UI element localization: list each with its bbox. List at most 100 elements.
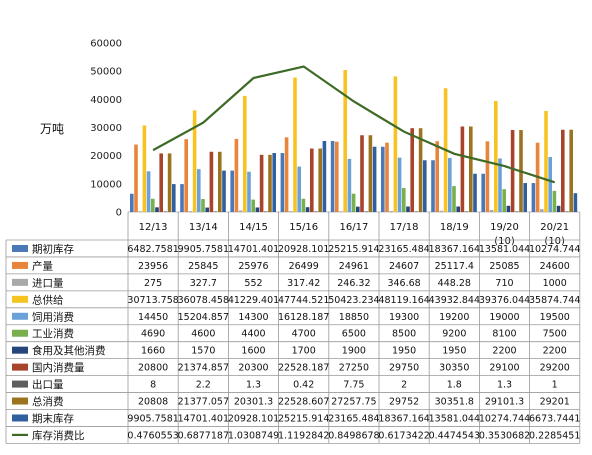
y-tick-label: 0: [116, 208, 122, 219]
table-cell: 0.8498678: [328, 430, 379, 441]
table-cell: 8100: [492, 329, 516, 340]
bar: [573, 193, 578, 212]
table-cell: 1950: [392, 346, 416, 357]
bar: [540, 209, 544, 212]
table-cell: 29752: [389, 397, 419, 408]
x-tick-label: 13/14: [189, 222, 218, 233]
bar: [272, 153, 276, 212]
x-tick-label: 16/17: [339, 222, 368, 233]
bar: [297, 166, 301, 212]
bar: [192, 110, 197, 212]
bar: [368, 135, 373, 212]
bar: [397, 157, 402, 212]
table-cell: 0.42: [293, 380, 314, 391]
bar: [268, 154, 272, 212]
table-cell: 1700: [292, 346, 316, 357]
bar: [289, 211, 293, 212]
table-cell: 48119.164: [378, 295, 429, 306]
y-tick-label: 10000: [90, 179, 122, 190]
legend-swatch: [12, 244, 28, 252]
table-cell: 25085: [489, 261, 519, 272]
table-cell: 20301.3: [234, 397, 273, 408]
bar: [230, 170, 234, 212]
bar: [234, 138, 239, 212]
bar: [414, 211, 419, 212]
table-cell: 19500: [540, 312, 570, 323]
table-cell: 1660: [141, 346, 165, 357]
table-cell: 15204.857: [178, 312, 229, 323]
table-cell: 9905.7581: [127, 413, 178, 424]
table-cell: 22528.187: [278, 363, 329, 374]
table-cell: 14701.401: [178, 413, 229, 424]
bar: [222, 170, 226, 212]
table-cell: 21374.857: [178, 363, 229, 374]
bar: [360, 135, 364, 212]
bar: [251, 199, 255, 212]
bar: [159, 153, 163, 212]
table-cell: 1.8: [447, 380, 462, 391]
table-cell: 16128.187: [278, 312, 329, 323]
table-cell: 6482.7581: [127, 244, 178, 255]
legend-swatch: [12, 261, 28, 269]
table-cell: 4690: [141, 329, 165, 340]
table-cell: 18367.164: [429, 244, 480, 255]
bar: [197, 169, 201, 212]
table-cell: 1.3: [246, 380, 261, 391]
table-cell: 14300: [238, 312, 268, 323]
bar: [506, 205, 511, 212]
bar: [456, 206, 460, 212]
legend-swatch: [12, 380, 28, 388]
table-cell: 25215.914: [278, 413, 329, 424]
table-cell: 1: [552, 380, 558, 391]
bar: [561, 129, 565, 212]
bar: [209, 151, 214, 212]
table-cell: 1900: [342, 346, 366, 357]
table-cell: 25117.4: [435, 261, 474, 272]
bar: [569, 129, 573, 212]
table-cell: 43932.844: [429, 295, 480, 306]
table-cell: 710: [495, 278, 513, 289]
bar: [218, 151, 222, 212]
table-cell: 25976: [238, 261, 268, 272]
bar: [364, 211, 368, 212]
table-cell: 27250: [339, 363, 369, 374]
table-cell: 6673.7441: [529, 413, 580, 424]
table-cell: 6500: [342, 329, 366, 340]
table-cell: 18367.164: [378, 413, 429, 424]
table-cell: 27257.75: [331, 397, 376, 408]
x-tick-label: 15/16: [289, 222, 318, 233]
bar: [184, 139, 188, 212]
bar: [339, 211, 343, 212]
bar: [565, 211, 569, 212]
table-cell: 30351.8: [435, 397, 474, 408]
bar: [435, 141, 439, 212]
bar: [531, 183, 536, 212]
bar: [431, 160, 435, 212]
legend-swatch: [12, 278, 28, 286]
bar: [130, 193, 134, 212]
table-cell: 0.4760553: [127, 430, 178, 441]
bar: [498, 158, 502, 212]
data-table: 期初库存 6482.75819905.758114701.40120928.101…: [5, 212, 580, 444]
table-cell: 20800: [138, 363, 168, 374]
bar: [330, 140, 335, 212]
y-tick-label: 50000: [90, 67, 122, 78]
bar: [556, 205, 561, 212]
table-cell: 13581.044: [479, 244, 530, 255]
bar: [406, 206, 410, 212]
bar: [410, 128, 414, 212]
table-cell: 29100: [489, 363, 519, 374]
table-cell: 47744.521: [278, 295, 329, 306]
legend-swatch: [12, 329, 28, 337]
bar: [552, 190, 557, 213]
bar: [163, 211, 168, 212]
x-tick-label: 20/21: [540, 222, 569, 233]
bar: [264, 211, 268, 212]
table-cell: 19200: [439, 312, 469, 323]
x-tick-label: 19/20: [490, 222, 519, 233]
bar: [238, 210, 243, 212]
table-cell: 246.32: [337, 278, 370, 289]
table-cell: 10274.744: [529, 244, 580, 255]
bar: [389, 211, 393, 212]
bar: [335, 141, 339, 212]
